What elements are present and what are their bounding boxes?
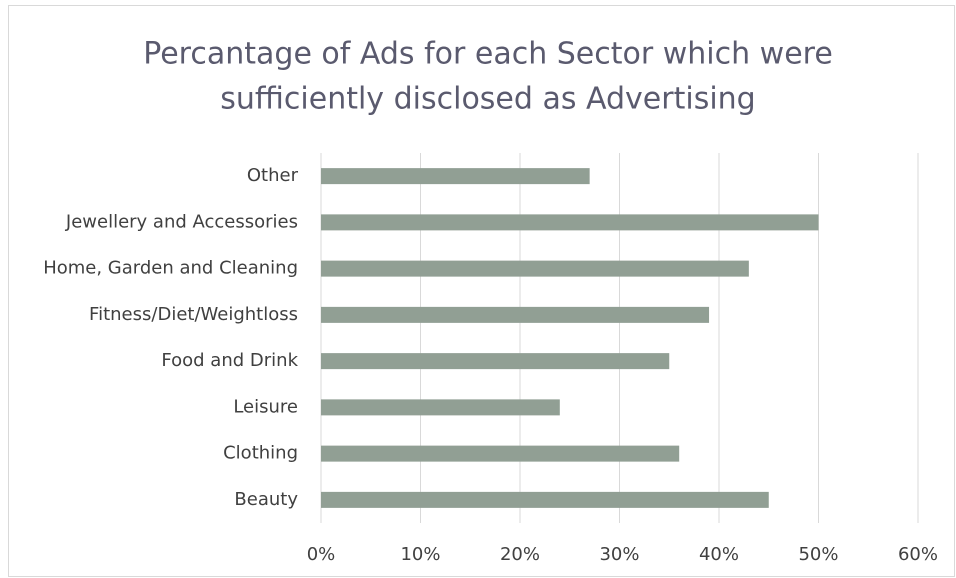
bar	[321, 214, 819, 231]
chart-border	[8, 5, 955, 577]
y-tick-label: Home, Garden and Cleaning	[43, 258, 298, 279]
x-tick-label: 0%	[307, 544, 336, 565]
x-tick-label: 40%	[699, 544, 739, 565]
bar	[321, 306, 710, 323]
bar	[321, 399, 560, 416]
y-tick-label: Food and Drink	[161, 350, 298, 371]
y-tick-label: Jewellery and Accessories	[65, 211, 298, 232]
x-tick-label: 10%	[400, 544, 440, 565]
bar	[321, 353, 670, 370]
y-tick-label: Beauty	[234, 489, 298, 510]
bar	[321, 445, 680, 462]
chart-title: sufficiently disclosed as Advertising	[220, 82, 755, 117]
x-tick-label: 30%	[599, 544, 639, 565]
y-tick-label: Other	[247, 165, 299, 186]
y-tick-label: Fitness/Diet/Weightloss	[89, 304, 298, 325]
x-tick-label: 50%	[798, 544, 838, 565]
x-tick-label: 20%	[500, 544, 540, 565]
x-tick-label: 60%	[898, 544, 938, 565]
bar	[321, 491, 769, 508]
bar	[321, 260, 749, 277]
chart-title: Percantage of Ads for each Sector which …	[143, 37, 833, 72]
y-tick-label: Leisure	[233, 396, 298, 417]
bar	[321, 168, 590, 185]
y-tick-label: Clothing	[223, 443, 298, 464]
